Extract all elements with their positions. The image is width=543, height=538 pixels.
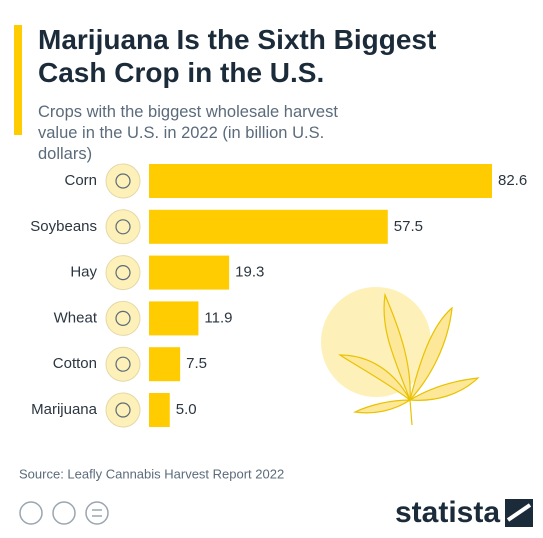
category-icon-glyph: [115, 265, 131, 281]
value-label: 5.0: [176, 401, 197, 418]
category-icon: [105, 163, 141, 199]
category-icon: [105, 209, 141, 245]
value-label: 7.5: [186, 355, 207, 372]
brand-mark: [505, 499, 533, 527]
bar: [149, 255, 230, 290]
bar: [149, 347, 181, 382]
decoration-leaf: [321, 287, 480, 426]
category-icon: [105, 255, 141, 291]
category-icon: [105, 392, 141, 428]
category-label: Corn: [64, 172, 97, 189]
accent-bar: [14, 25, 22, 135]
bar: [149, 164, 492, 198]
value-label: 19.3: [235, 264, 264, 281]
value-label: 57.5: [394, 218, 423, 235]
category-label: Cotton: [53, 355, 97, 372]
bar: [149, 301, 199, 336]
value-label: 82.6: [498, 172, 527, 189]
bar: [149, 393, 170, 427]
category-icon: [105, 300, 141, 336]
category-icon-glyph: [115, 402, 131, 418]
chart-subtitle: Crops with the biggest wholesale harvest…: [38, 103, 338, 163]
brand-logo[interactable]: statista: [395, 496, 500, 529]
category-label: Hay: [70, 264, 97, 281]
category-icon-glyph: [115, 310, 131, 326]
category-icon: [105, 346, 141, 382]
bar: [149, 209, 388, 244]
value-label: 11.9: [204, 309, 232, 326]
category-icon-glyph: [115, 173, 131, 189]
category-icon-glyph: [115, 356, 131, 372]
category-label: Wheat: [54, 309, 98, 326]
license-icons: [19, 501, 109, 525]
category-label: Soybeans: [30, 218, 97, 235]
category-icon-glyph: [115, 219, 131, 235]
chart-title: Marijuana Is the Sixth Biggest Cash Crop …: [38, 24, 436, 88]
category-label: Marijuana: [31, 401, 98, 418]
source-note: Source: Leafly Cannabis Harvest Report 2…: [19, 466, 284, 481]
